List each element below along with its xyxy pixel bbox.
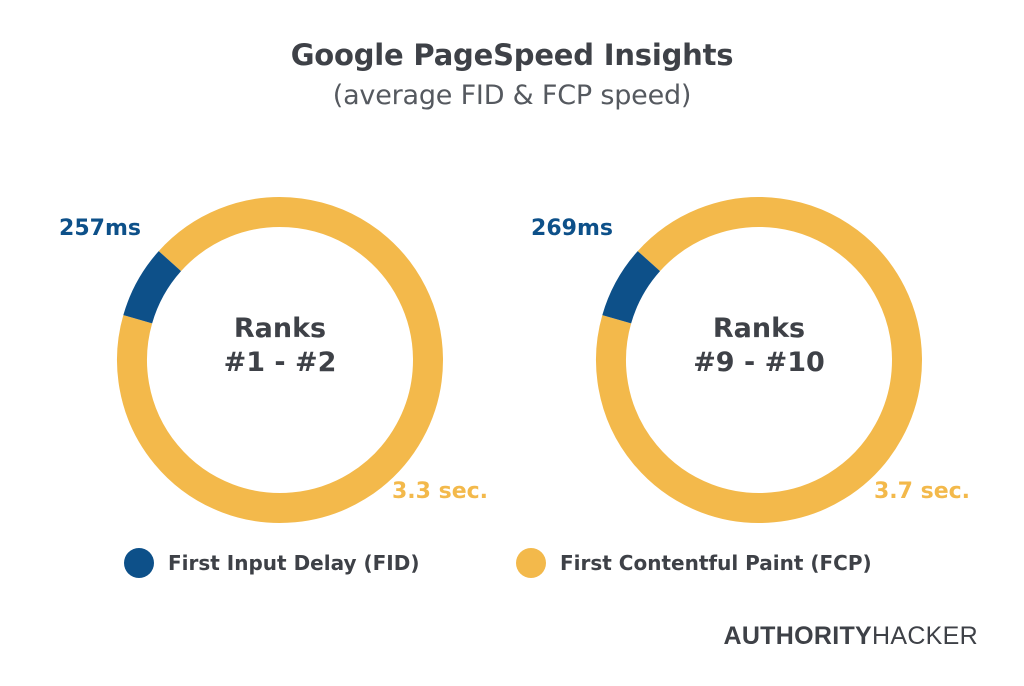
data-label-fcp: 3.3 sec. — [392, 479, 488, 504]
legend-label-fid: First Input Delay (FID) — [168, 551, 420, 575]
legend-item-fcp: First Contentful Paint (FCP) — [516, 545, 872, 581]
data-label-fid: 269ms — [531, 216, 613, 241]
donut-chart-2 — [596, 197, 922, 523]
legend-swatch-fcp — [516, 548, 546, 578]
chart-subtitle: (average FID & FCP speed) — [332, 80, 692, 111]
donut-center-label-line1: Ranks — [234, 313, 326, 344]
donut-center-label-line2: #1 - #2 — [224, 347, 337, 378]
donut-segment-fid — [602, 251, 661, 324]
donut-center-label-line2: #9 - #10 — [693, 347, 825, 378]
legend-item-fid: First Input Delay (FID) — [124, 545, 419, 581]
legend-swatch-fid — [124, 548, 154, 578]
brand-logo-part2: HACKER — [872, 622, 978, 650]
brand-logo-part1: AUTHORITY — [723, 622, 872, 650]
donut-segment-fcp — [596, 197, 922, 523]
chart-title: Google PageSpeed Insights — [290, 38, 734, 72]
legend: First Input Delay (FID) First Contentful… — [0, 545, 1024, 581]
data-label-fid: 257ms — [59, 216, 141, 241]
donut-chart-1 — [117, 197, 443, 523]
data-label-fcp: 3.7 sec. — [874, 479, 970, 504]
donut-center-label-line1: Ranks — [713, 313, 805, 344]
donut-segment-fid — [123, 251, 182, 324]
brand-logo: AUTHORITYHACKER — [723, 622, 978, 651]
donut-segment-fcp — [117, 197, 443, 523]
legend-label-fcp: First Contentful Paint (FCP) — [560, 551, 872, 575]
